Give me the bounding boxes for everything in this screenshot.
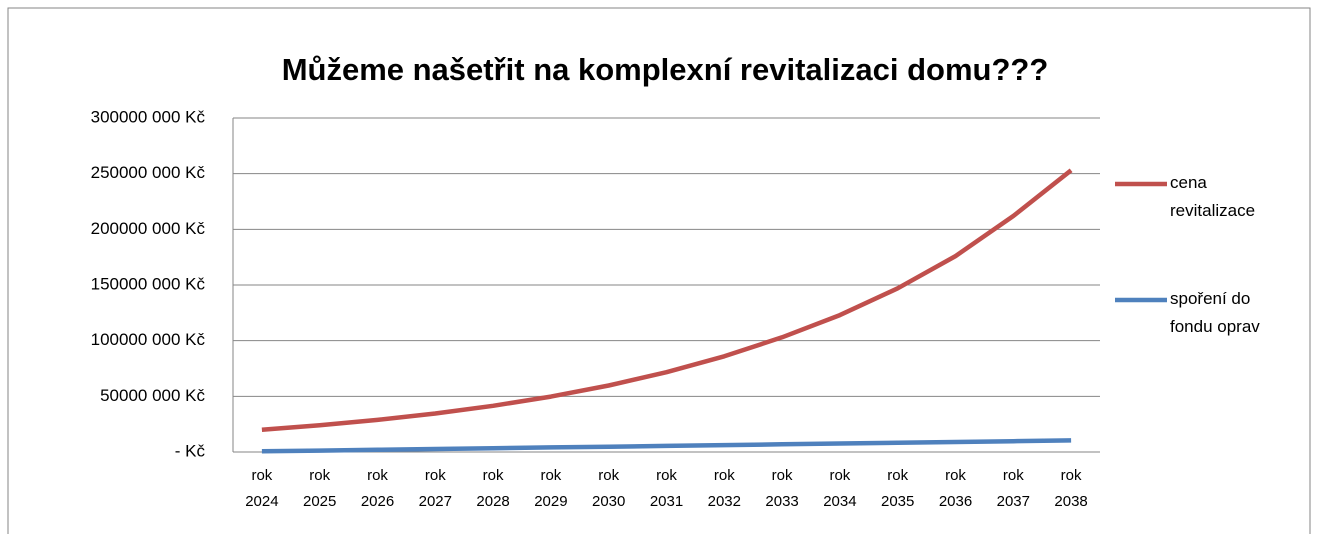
chart-frame <box>7 7 1311 539</box>
series-line <box>261 168 1073 432</box>
x-tick-label: rok 2034 <box>823 467 856 510</box>
x-tick-label: rok 2033 <box>765 467 798 510</box>
x-tick-label: rok 2032 <box>708 467 741 510</box>
x-tick-label: rok 2035 <box>881 467 914 510</box>
y-tick-label: 100000 000 Kč <box>91 330 206 349</box>
y-tick-label: 250000 000 Kč <box>91 163 206 182</box>
x-tick-label: rok 2029 <box>534 467 567 510</box>
x-tick-label: rok 2024 <box>245 467 278 510</box>
x-tick-label: rok 2031 <box>650 467 683 510</box>
series-line <box>261 438 1072 454</box>
x-tick-label: rok 2028 <box>476 467 509 510</box>
chart-title: Můžeme našetřit na komplexní revitalizac… <box>282 52 1049 87</box>
x-tick-label: rok 2036 <box>939 467 972 510</box>
legend-label: spoření do fondu oprav <box>1170 289 1260 336</box>
x-tick-label: rok 2030 <box>592 467 625 510</box>
x-tick-label: rok 2026 <box>361 467 394 510</box>
y-tick-label: 50000 000 Kč <box>100 386 205 405</box>
legend-label: cena revitalizace <box>1170 173 1255 220</box>
x-tick-label: rok 2038 <box>1054 467 1087 510</box>
y-tick-label: 300000 000 Kč <box>91 107 206 126</box>
y-tick-label: 150000 000 Kč <box>91 274 206 293</box>
x-tick-label: rok 2027 <box>419 467 452 510</box>
y-tick-label: - Kč <box>175 441 206 460</box>
x-tick-label: rok 2037 <box>997 467 1030 510</box>
y-tick-label: 200000 000 Kč <box>91 219 206 238</box>
x-tick-label: rok 2025 <box>303 467 336 510</box>
